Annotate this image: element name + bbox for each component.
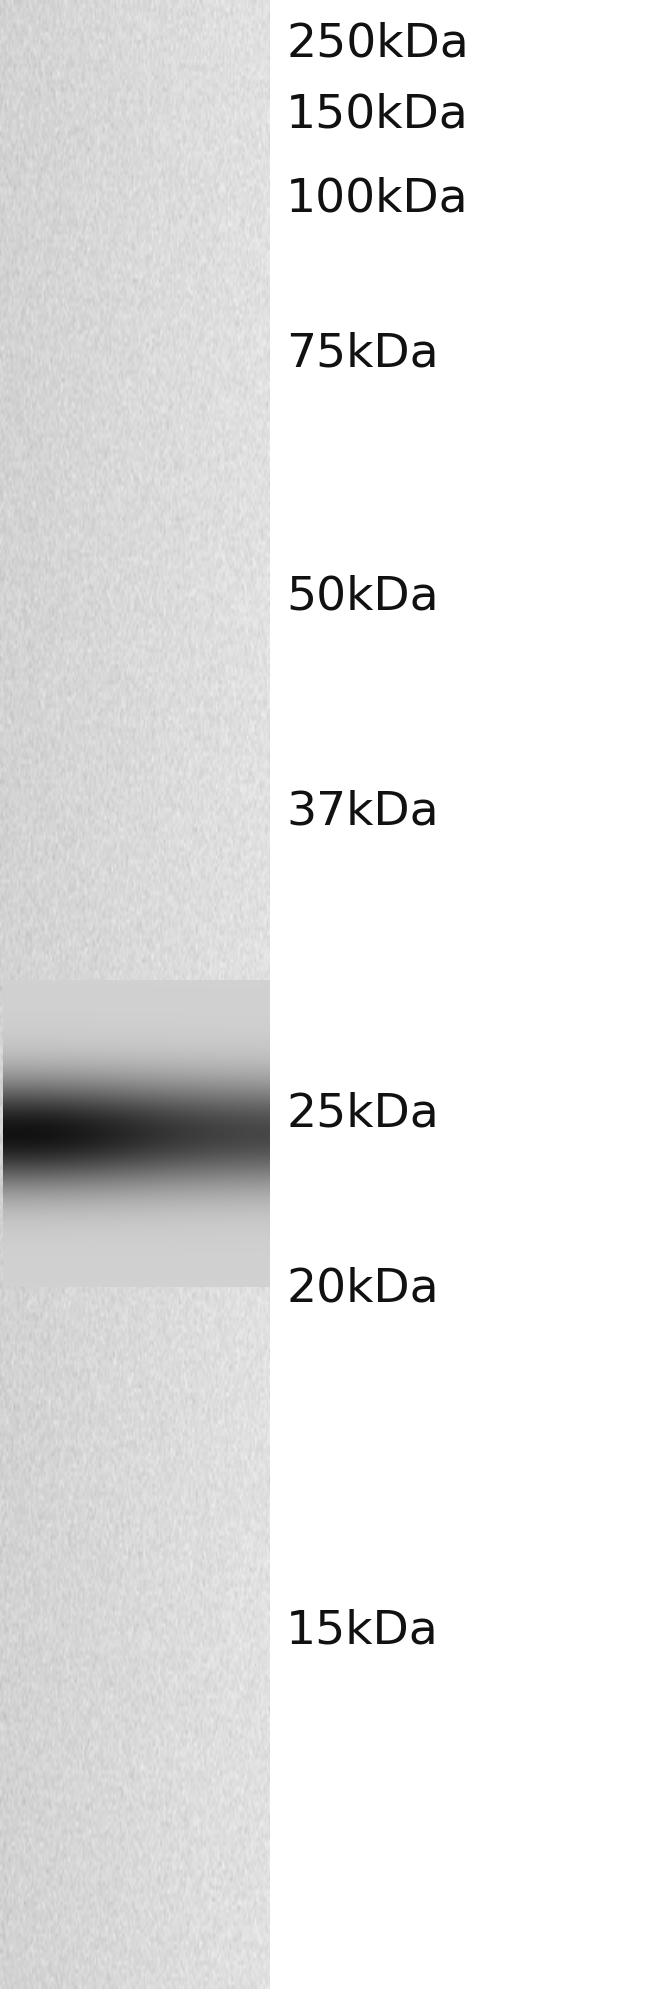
Bar — [270, 0, 650, 1989]
Text: 75kDa: 75kDa — [286, 332, 439, 376]
Text: 250kDa: 250kDa — [286, 22, 469, 66]
Text: 150kDa: 150kDa — [286, 93, 469, 137]
Text: 50kDa: 50kDa — [286, 575, 439, 619]
Text: 20kDa: 20kDa — [286, 1267, 439, 1311]
Text: 25kDa: 25kDa — [286, 1092, 439, 1136]
Text: 15kDa: 15kDa — [286, 1609, 439, 1653]
Text: 37kDa: 37kDa — [286, 790, 439, 833]
Text: 100kDa: 100kDa — [286, 177, 469, 221]
